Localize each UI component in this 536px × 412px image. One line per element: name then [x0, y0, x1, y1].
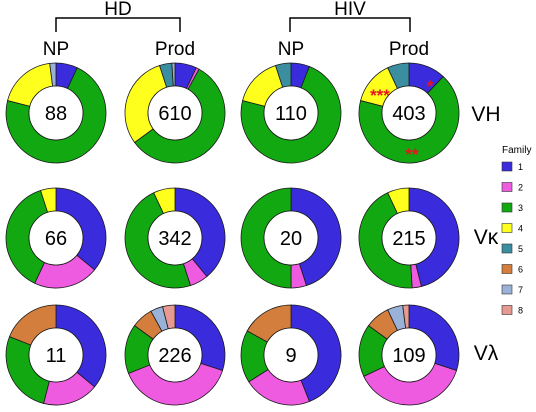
donut-count-label: 11: [46, 345, 67, 367]
donut-hole: [28, 85, 84, 141]
legend-swatch-family-2: [501, 182, 513, 192]
legend-swatch-family-6: [501, 264, 513, 274]
legend-swatch-family-3: [501, 202, 513, 213]
donut-count-label: 88: [45, 103, 67, 125]
donuts-layer: 88 610 110 403 66 342 20 215 11 226 9 109: [5, 62, 460, 406]
donut-count-label: 66: [45, 228, 67, 250]
legend-label-family-8: 8: [518, 306, 523, 316]
column-label-hd-prod: Prod: [155, 39, 195, 60]
column-label-hiv-prod: Prod: [389, 39, 429, 60]
donut-vh-hd-np: 88: [5, 62, 107, 164]
donut-vlambda-hiv-prod: 109: [358, 304, 460, 406]
donut-vlambda-hiv-np: 9: [240, 304, 342, 406]
column-label-hd-np: NP: [43, 39, 69, 60]
legend-label-family-5: 5: [518, 244, 523, 254]
donut-hole: [263, 327, 319, 383]
donut-hole: [28, 210, 84, 266]
legend-swatch-family-5: [501, 243, 513, 254]
donut-count-label: 9: [285, 345, 296, 367]
legend-swatch-family-1: [501, 161, 513, 172]
donut-vkappa-hiv-np: 20: [240, 187, 342, 289]
donut-count-label: 215: [392, 228, 425, 250]
donut-count-label: 109: [392, 345, 425, 367]
legend: Family 1 2 3 4 5 6 7 8: [501, 145, 531, 316]
legend-label-family-1: 1: [518, 162, 523, 172]
row-label-vkappa: Vκ: [474, 226, 499, 249]
donut-vh-hiv-np: 110: [240, 62, 342, 164]
row-label-vh: VH: [471, 103, 500, 126]
row-label-vlambda: Vλ: [474, 342, 499, 365]
donut-hole: [381, 327, 437, 383]
donut-hole: [381, 85, 437, 141]
legend-title: Family: [502, 145, 531, 156]
donut-hole: [28, 327, 84, 383]
donut-count-label: 20: [280, 228, 302, 250]
donut-count-label: 403: [392, 103, 425, 125]
annotation-star-2: **: [405, 145, 419, 164]
donut-count-label: 226: [158, 345, 191, 367]
donut-vkappa-hd-prod: 342: [124, 187, 226, 289]
annotation-star-1: *: [427, 77, 434, 96]
group-header-hd: HD: [104, 0, 131, 20]
legend-swatch-family-4: [501, 223, 513, 233]
legend-label-family-6: 6: [518, 265, 523, 275]
donut-vlambda-hd-prod: 226: [124, 304, 226, 406]
group-header-hiv: HIV: [334, 0, 366, 20]
legend-label-family-2: 2: [518, 183, 523, 193]
legend-swatch-family-8: [501, 305, 513, 315]
donut-hole: [263, 85, 319, 141]
donut-vh-hd-prod: 610: [124, 62, 226, 164]
donut-hole: [381, 210, 437, 266]
column-label-hiv-np: NP: [278, 39, 304, 60]
annotation-star-3: ***: [370, 86, 390, 105]
donut-vkappa-hiv-prod: 215: [358, 187, 460, 289]
legend-label-family-4: 4: [518, 224, 523, 234]
legend-swatch-family-7: [501, 284, 513, 295]
donut-hole: [263, 210, 319, 266]
donut-count-label: 110: [275, 103, 307, 125]
donut-hole: [147, 210, 203, 266]
legend-label-family-3: 3: [518, 203, 523, 213]
donut-hole: [147, 327, 203, 383]
donut-vh-hiv-prod: 403: [358, 62, 460, 164]
group-bracket-hd: HD: [55, 0, 181, 32]
donut-vlambda-hd-np: 11: [5, 304, 107, 406]
donut-count-label: 610: [158, 103, 191, 125]
legend-label-family-7: 7: [518, 285, 523, 295]
donut-vkappa-hd-np: 66: [5, 187, 107, 289]
donut-hole: [147, 85, 203, 141]
donut-count-label: 342: [158, 228, 191, 250]
group-bracket-hiv: HIV: [289, 0, 411, 32]
